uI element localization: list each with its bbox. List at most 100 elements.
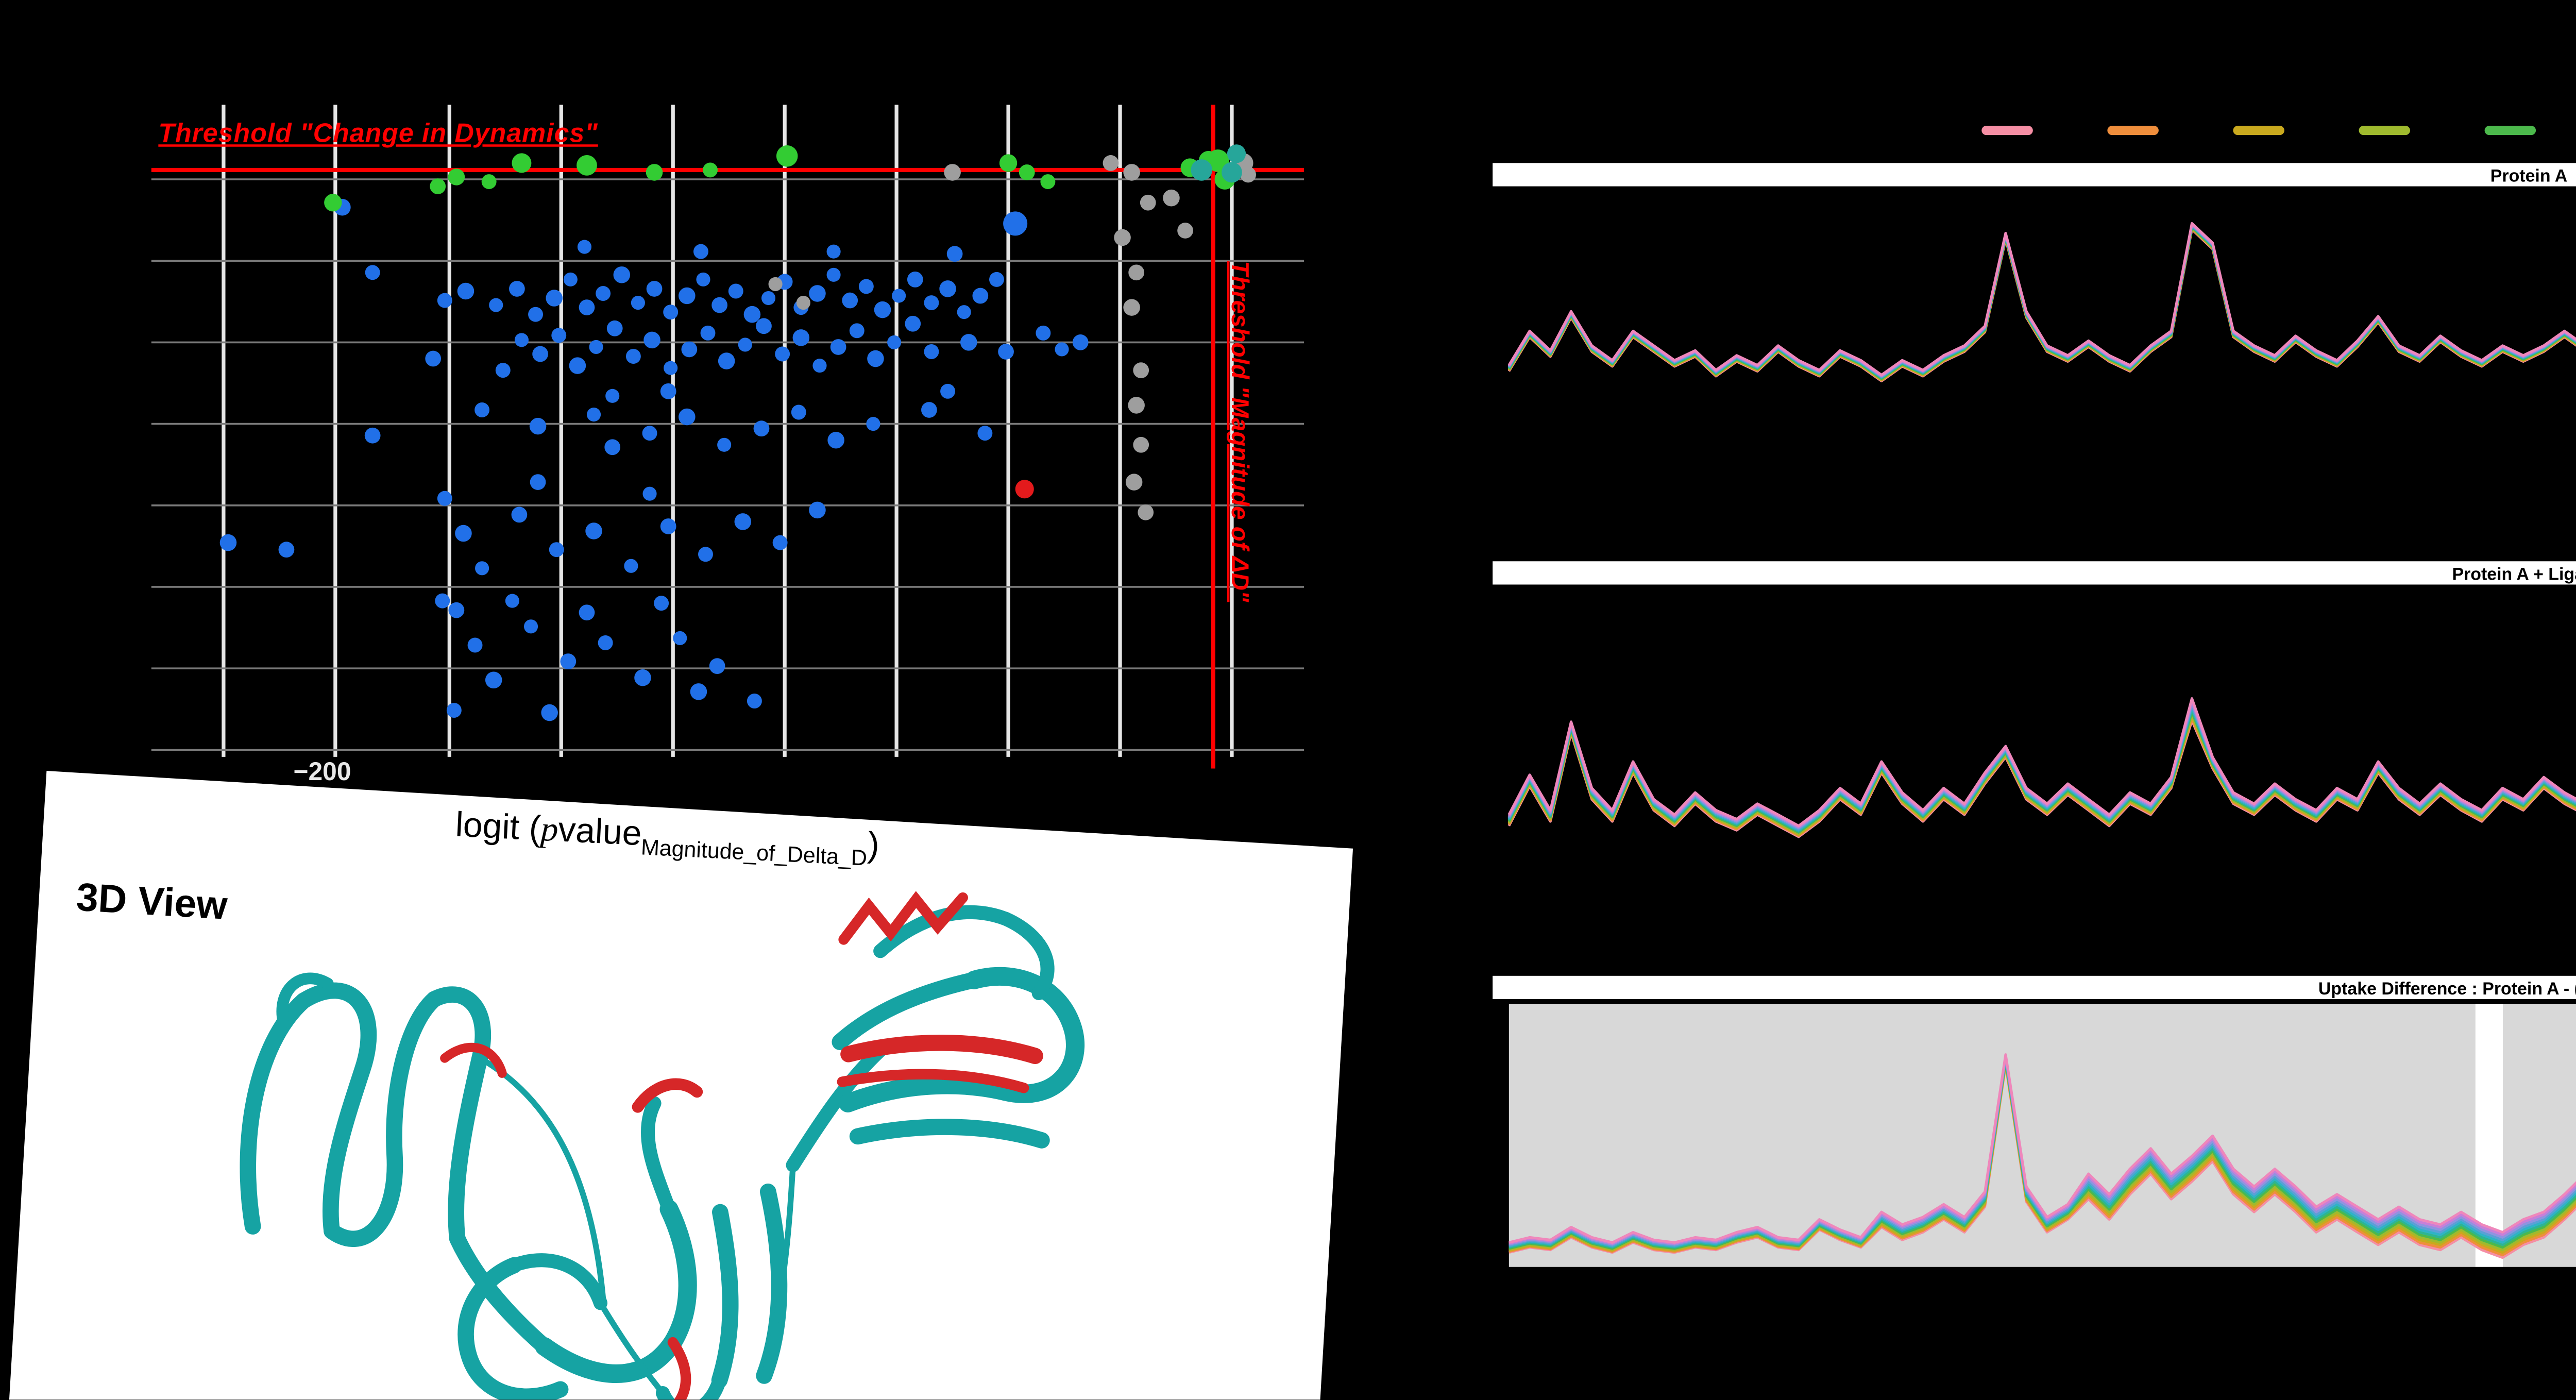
scatter-point[interactable] — [1123, 164, 1140, 181]
scatter-point[interactable] — [1072, 334, 1089, 350]
scatter-point[interactable] — [1114, 229, 1131, 246]
scatter-point[interactable] — [219, 534, 237, 551]
scatter-point[interactable] — [690, 683, 707, 700]
scatter-point[interactable] — [812, 359, 827, 373]
scatter-point[interactable] — [642, 426, 657, 441]
scatter-point[interactable] — [696, 272, 710, 286]
scatter-point[interactable] — [1227, 144, 1246, 163]
scatter-point[interactable] — [718, 352, 735, 369]
scatter-point[interactable] — [791, 404, 806, 420]
scatter-point[interactable] — [509, 281, 525, 297]
scatter-point[interactable] — [1133, 362, 1149, 379]
scatter-point[interactable] — [625, 349, 641, 364]
scatter-point[interactable] — [772, 535, 788, 550]
scatter-point[interactable] — [563, 272, 578, 286]
scatter-point[interactable] — [999, 154, 1018, 172]
scatter-point[interactable] — [867, 350, 884, 367]
scatter-point[interactable] — [830, 339, 846, 355]
scatter-point[interactable] — [960, 334, 977, 351]
scatter-point[interactable] — [1140, 194, 1156, 211]
uptake-line[interactable] — [1507, 227, 2576, 396]
scatter-point[interactable] — [654, 596, 669, 611]
scatter-point[interactable] — [475, 561, 489, 576]
scatter-point[interactable] — [631, 296, 645, 310]
scatter-point[interactable] — [743, 306, 761, 323]
scatter-point[interactable] — [577, 240, 592, 254]
scatter-point[interactable] — [457, 282, 474, 300]
scatter-point[interactable] — [717, 437, 732, 452]
scatter-point[interactable] — [1036, 325, 1051, 341]
scatter-point[interactable] — [549, 542, 564, 558]
scatter-point[interactable] — [606, 320, 623, 336]
legend-swatch[interactable] — [2359, 126, 2410, 136]
structure-viewer-panel[interactable]: 3D View — [5, 771, 1353, 1400]
scatter-point[interactable] — [577, 155, 597, 176]
scatter-point[interactable] — [939, 280, 956, 297]
scatter-point[interactable] — [700, 325, 716, 341]
scatter-point[interactable] — [858, 279, 874, 294]
scatter-point[interactable] — [775, 346, 790, 362]
scatter-point[interactable] — [560, 653, 577, 669]
scatter-point[interactable] — [681, 341, 698, 358]
scatter-point[interactable] — [944, 164, 961, 181]
scatter-point[interactable] — [842, 292, 858, 309]
scatter-point[interactable] — [514, 333, 529, 347]
scatter-point[interactable] — [866, 417, 880, 431]
scatter-point[interactable] — [546, 290, 563, 307]
scatter-point[interactable] — [523, 619, 538, 634]
scatter-point[interactable] — [673, 631, 687, 645]
scatter-point[interactable] — [1015, 480, 1034, 499]
scatter-point[interactable] — [826, 267, 841, 282]
uptake-chart-protein-a[interactable] — [1507, 216, 2576, 461]
scatter-point[interactable] — [698, 547, 713, 562]
scatter-point[interactable] — [747, 693, 762, 709]
scatter-point[interactable] — [435, 593, 450, 609]
scatter-point[interactable] — [485, 671, 502, 689]
scatter-point[interactable] — [585, 522, 602, 539]
scatter-point[interactable] — [604, 439, 621, 456]
uptake-line[interactable] — [1507, 226, 2576, 389]
scatter-point[interactable] — [1123, 299, 1140, 316]
scatter-point[interactable] — [679, 408, 696, 426]
scatter-point[interactable] — [598, 635, 613, 650]
scatter-point[interactable] — [972, 288, 989, 304]
scatter-point[interactable] — [1163, 189, 1180, 207]
scatter-point[interactable] — [738, 338, 752, 352]
scatter-point[interactable] — [827, 431, 844, 449]
scatter-point[interactable] — [1207, 149, 1229, 172]
scatter-point[interactable] — [1128, 264, 1145, 281]
scatter-point[interactable] — [624, 559, 638, 573]
protein-ribbon[interactable] — [5, 771, 1348, 1400]
scatter-point[interactable] — [703, 162, 718, 178]
scatter-point[interactable] — [505, 594, 519, 608]
scatter-point[interactable] — [579, 299, 595, 315]
scatter-point[interactable] — [660, 518, 676, 534]
uptake-line[interactable] — [1507, 227, 2576, 392]
scatter-point[interactable] — [887, 335, 902, 349]
scatter-point[interactable] — [605, 389, 620, 403]
scatter-point[interactable] — [1040, 174, 1056, 190]
scatter-point[interactable] — [481, 174, 497, 190]
scatter-point[interactable] — [528, 307, 544, 322]
scatter-point[interactable] — [1019, 164, 1035, 180]
scatter-point[interactable] — [425, 350, 442, 367]
scatter-point[interactable] — [1138, 504, 1154, 520]
scatter-point[interactable] — [448, 602, 465, 618]
legend-swatch[interactable] — [2484, 126, 2536, 136]
scatter-point[interactable] — [634, 669, 651, 686]
scatter-point[interactable] — [768, 277, 783, 291]
chart-legend[interactable] — [1981, 126, 2576, 136]
uptake-line[interactable] — [1507, 222, 2576, 377]
scatter-point[interactable] — [924, 295, 939, 311]
scatter-point[interactable] — [693, 244, 708, 259]
scatter-point[interactable] — [734, 513, 752, 530]
scatter-point[interactable] — [957, 305, 971, 319]
scatter-point[interactable] — [796, 296, 810, 310]
scatter-point[interactable] — [646, 164, 663, 181]
scatter-point[interactable] — [448, 168, 465, 185]
scatter-point[interactable] — [728, 283, 743, 299]
scatter-point[interactable] — [569, 357, 586, 374]
scatter-point[interactable] — [989, 272, 1004, 287]
scatter-point[interactable] — [776, 145, 798, 167]
